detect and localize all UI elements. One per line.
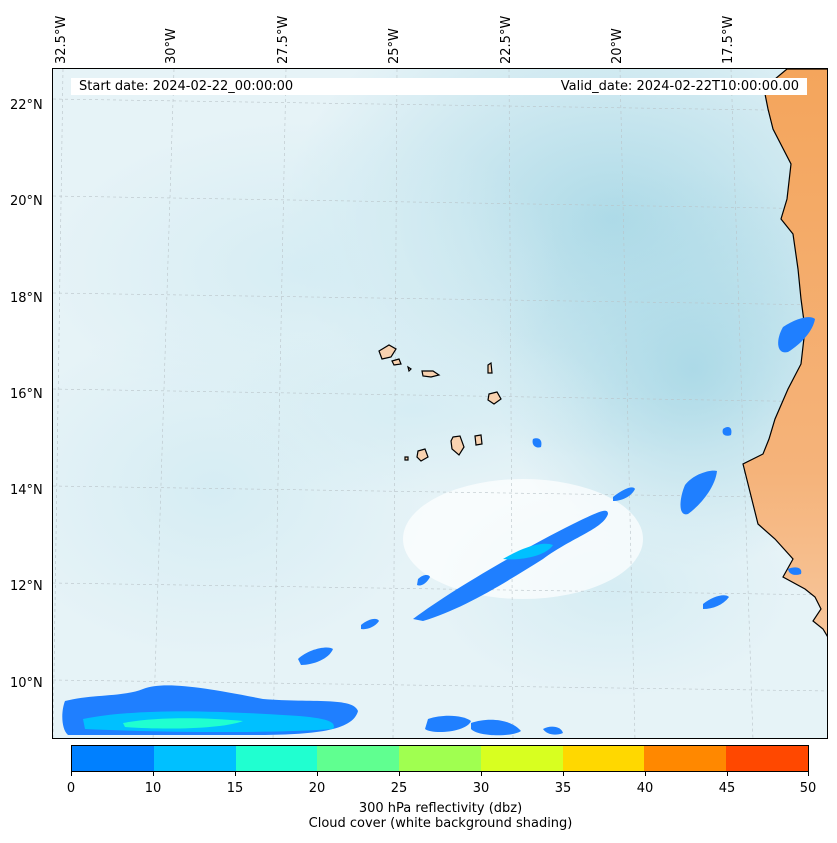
lon-label-30w: 30°W bbox=[164, 28, 179, 64]
map-panel: Start date: 2024-02-22_00:00:00 Valid_da… bbox=[52, 68, 828, 739]
lat-label-14n: 14°N bbox=[10, 483, 43, 498]
reflectivity-peak-southwest bbox=[123, 718, 243, 729]
lon-label-20w: 20°W bbox=[610, 28, 625, 64]
reflectivity-blob-small-3 bbox=[425, 715, 471, 733]
colorbar-label-0: 0 bbox=[66, 781, 76, 796]
reflectivity-blob-small-2 bbox=[298, 647, 333, 665]
colorbar-label-25: 25 bbox=[390, 781, 408, 796]
clear-region bbox=[403, 479, 643, 599]
lat-label-18n: 18°N bbox=[10, 291, 43, 306]
colorbar-segment-20-25 bbox=[317, 746, 400, 771]
lat-label-22n: 22°N bbox=[10, 98, 43, 113]
reflectivity-15-20 bbox=[123, 718, 243, 729]
lat-label-16n: 16°N bbox=[10, 387, 43, 402]
colorbar-label-15: 15 bbox=[226, 781, 244, 796]
lat-label-10n: 10°N bbox=[10, 676, 43, 691]
island-brava bbox=[404, 456, 409, 461]
reflectivity-blob-small-1 bbox=[613, 487, 635, 501]
colorbar-segment-0-10 bbox=[72, 746, 154, 771]
colorbar-segment-35-40 bbox=[562, 746, 645, 771]
lat-label-12n: 12°N bbox=[10, 579, 43, 594]
island-sao-nicolau bbox=[421, 370, 441, 378]
cloud-region-east bbox=[493, 169, 827, 569]
reflectivity-blob-small-8 bbox=[532, 438, 542, 448]
colorbar-label-35: 35 bbox=[554, 781, 572, 796]
island-santo-antao bbox=[378, 344, 397, 360]
lon-label-17-5w: 17.5°W bbox=[721, 15, 736, 64]
reflectivity-blob-small-10 bbox=[788, 567, 802, 575]
colorbar-segment-45-50 bbox=[726, 746, 809, 771]
colorbar-title: 300 hPa reflectivity (dbz) Cloud cover (… bbox=[22, 801, 837, 831]
reflectivity-band-main bbox=[413, 510, 608, 621]
reflectivity-blob-east bbox=[680, 470, 717, 515]
island-sal bbox=[487, 361, 493, 374]
start-date-label: Start date: 2024-02-22_00:00:00 bbox=[79, 79, 294, 94]
colorbar-segment-30-35 bbox=[480, 746, 563, 771]
colorbar-segment-10-15 bbox=[153, 746, 236, 771]
colorbar-title-line1: 300 hPa reflectivity (dbz) bbox=[358, 801, 523, 816]
island-sao-vicente bbox=[391, 358, 402, 366]
colorbar-label-40: 40 bbox=[636, 781, 654, 796]
colorbar bbox=[71, 745, 809, 772]
island-santa-luzia bbox=[407, 365, 412, 373]
colorbar-segment-25-30 bbox=[399, 746, 481, 771]
colorbar-segment-40-45 bbox=[644, 746, 727, 771]
reflectivity-blob-small-5 bbox=[703, 595, 729, 609]
cape-verde-islands bbox=[378, 344, 502, 462]
colorbar-label-10: 10 bbox=[144, 781, 162, 796]
island-santiago bbox=[450, 435, 465, 456]
lon-label-27-5w: 27.5°W bbox=[276, 15, 291, 64]
lon-label-25w: 25°W bbox=[387, 28, 402, 64]
reflectivity-blob-coast-north bbox=[778, 317, 815, 353]
island-fogo bbox=[416, 448, 429, 462]
reflectivity-blob-small-9 bbox=[722, 427, 732, 436]
cloud-region-central bbox=[213, 319, 613, 499]
lat-label-20n: 20°N bbox=[10, 194, 43, 209]
lon-label-32-5w: 32.5°W bbox=[54, 15, 69, 64]
valid-date-label: Valid_date: 2024-02-22T10:00:00.00 bbox=[560, 79, 799, 94]
reflectivity-blob-small-4 bbox=[471, 719, 521, 736]
reflectivity-blob-small-11 bbox=[543, 726, 563, 735]
graticule bbox=[53, 69, 827, 738]
africa-coast bbox=[742, 69, 827, 637]
colorbar-label-20: 20 bbox=[308, 781, 326, 796]
reflectivity-blob-small-7 bbox=[361, 618, 379, 630]
colorbar-segment-15-20 bbox=[235, 746, 318, 771]
date-bar: Start date: 2024-02-22_00:00:00 Valid_da… bbox=[71, 78, 807, 95]
colorbar-label-30: 30 bbox=[472, 781, 490, 796]
reflectivity-core-main bbox=[503, 543, 553, 560]
island-maio bbox=[474, 434, 483, 446]
lon-label-22-5w: 22.5°W bbox=[499, 15, 514, 64]
island-boa-vista bbox=[487, 391, 502, 405]
colorbar-label-45: 45 bbox=[718, 781, 736, 796]
reflectivity-blob-small-6 bbox=[417, 574, 430, 586]
map-canvas bbox=[53, 69, 827, 738]
colorbar-label-50: 50 bbox=[799, 781, 817, 796]
colorbar-title-line2: Cloud cover (white background shading) bbox=[308, 816, 573, 831]
